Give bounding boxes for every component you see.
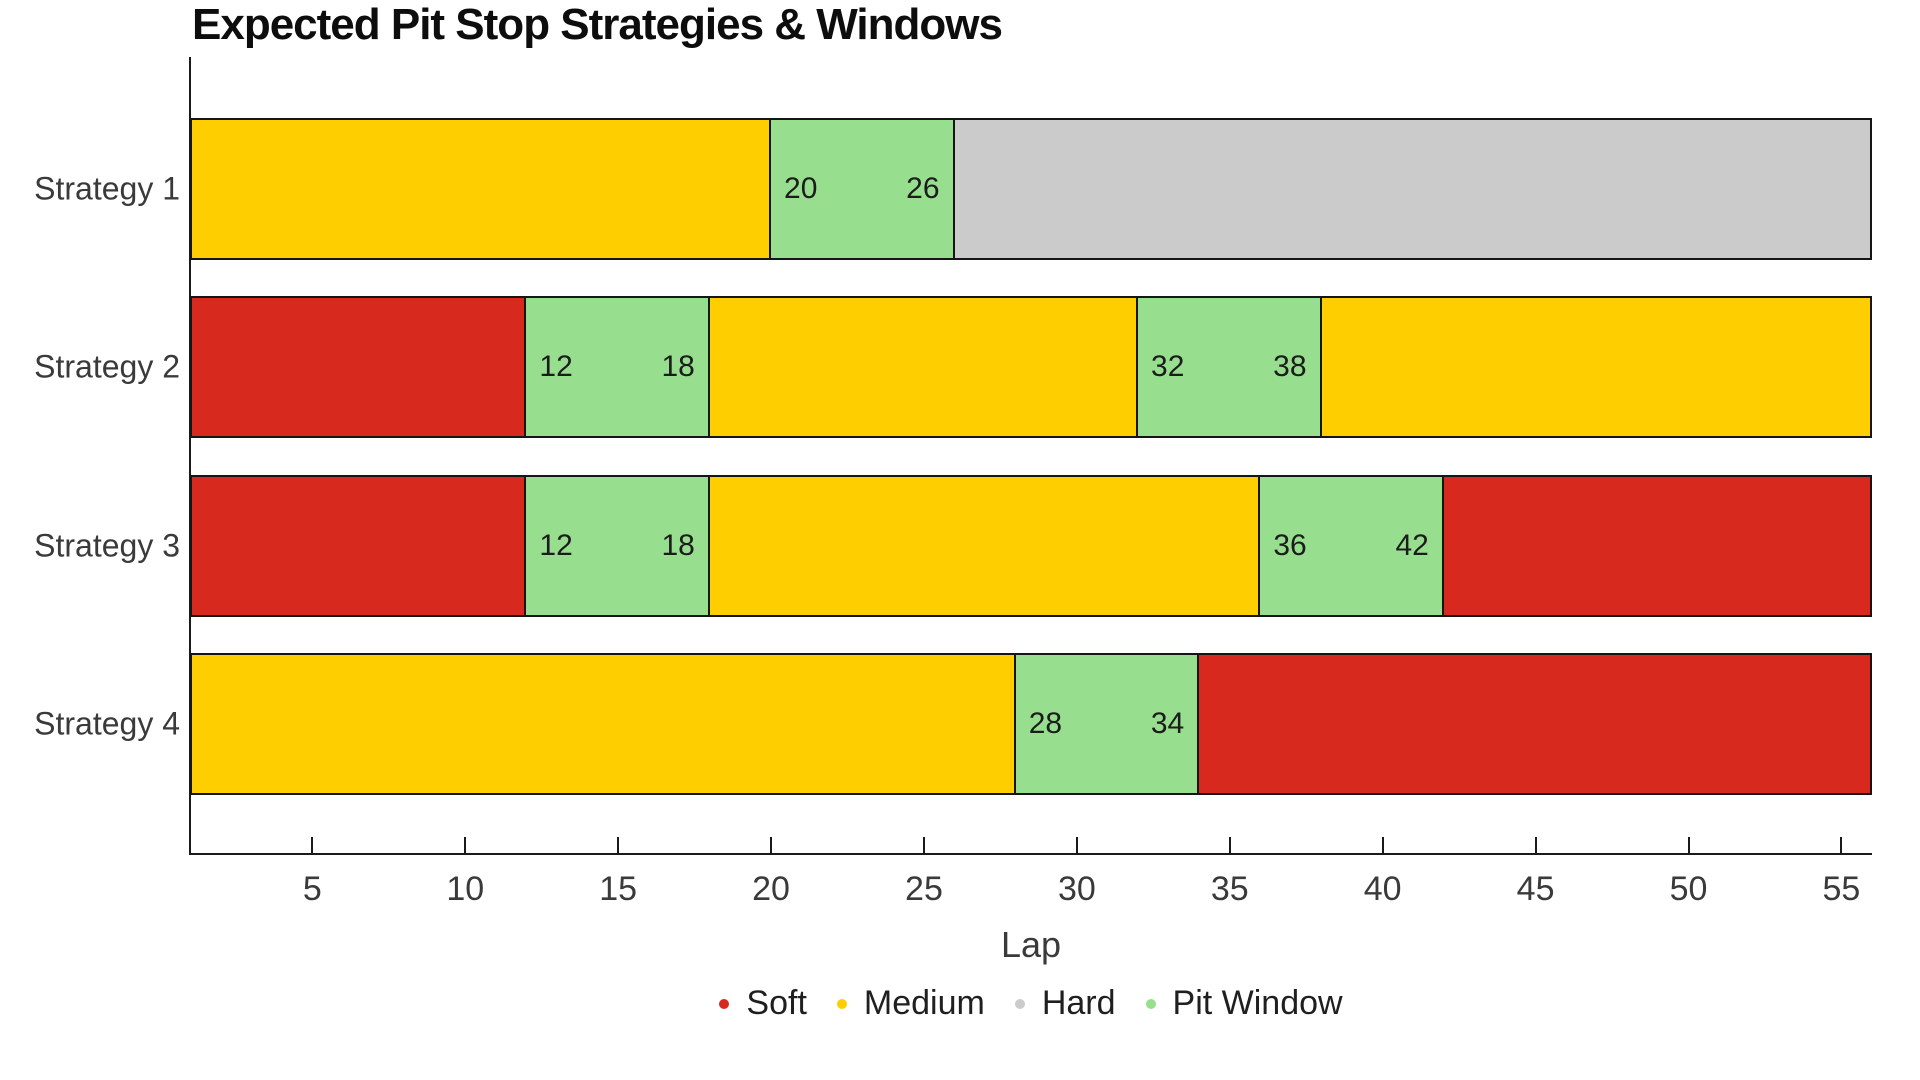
bar-segment-pit-window: 12 18 — [526, 474, 710, 617]
pit-window-end-label: 18 — [661, 350, 695, 384]
pit-window-end-label: 42 — [1395, 528, 1429, 562]
legend-item: Hard — [1014, 984, 1116, 1023]
strategy-row-label: Strategy 3 — [34, 527, 180, 564]
bar-segment-soft — [1199, 653, 1872, 796]
pit-window-start-label: 36 — [1273, 528, 1307, 562]
bar-segment-pit-window: 36 42 — [1260, 474, 1444, 617]
pit-window-end-label: 34 — [1150, 707, 1185, 741]
pit-window-end-label: 38 — [1273, 350, 1307, 384]
y-axis-line — [189, 57, 191, 855]
x-tick — [617, 837, 620, 853]
strategy-row-label: Strategy 4 — [34, 705, 180, 742]
x-tick — [464, 837, 467, 853]
pit-window-end-label: 26 — [906, 172, 940, 205]
bar-segment-soft — [1443, 474, 1872, 617]
x-tick-label: 40 — [1363, 870, 1402, 908]
x-tick — [1687, 837, 1690, 853]
x-tick-label: 35 — [1210, 870, 1249, 908]
legend-marker-soft-icon — [719, 998, 730, 1009]
pit-window-start-label: 32 — [1151, 350, 1185, 384]
x-tick — [922, 837, 925, 853]
bar-segment-medium — [190, 118, 772, 260]
pit-window-start-label: 20 — [784, 172, 818, 205]
chart-title: Expected Pit Stop Strategies & Windows — [192, 0, 1003, 49]
x-tick-label: 10 — [446, 870, 485, 908]
x-tick-label: 50 — [1669, 870, 1708, 908]
bar-segment-medium — [709, 296, 1139, 439]
bar-segment-pit-window: 12 18 — [526, 296, 710, 439]
x-axis-title: Lap — [1000, 924, 1062, 965]
pit-window-start-label: 12 — [539, 350, 573, 384]
bar-segment-pit-window: 28 34 — [1015, 653, 1200, 796]
legend-item: Pit Window — [1145, 984, 1343, 1023]
legend-label: Pit Window — [1172, 984, 1343, 1022]
bar-segment-hard — [954, 118, 1872, 260]
legend-marker-medium-icon — [836, 998, 847, 1009]
x-tick-label: 20 — [752, 870, 790, 908]
bar-segment-soft — [190, 474, 527, 617]
x-tick — [1228, 837, 1231, 853]
x-tick — [770, 837, 773, 853]
x-tick-label: 30 — [1057, 870, 1096, 908]
bar-segment-medium — [1321, 296, 1872, 439]
x-tick-label: 25 — [905, 870, 943, 908]
x-tick — [1534, 837, 1537, 853]
bar-segment-medium — [709, 474, 1261, 617]
legend: Soft Medium Hard Pit Window — [190, 984, 1872, 1023]
pit-window-start-label: 12 — [539, 528, 573, 562]
bar-segment-pit-window: 20 26 — [771, 118, 955, 260]
x-axis-line — [189, 853, 1872, 855]
x-tick — [311, 837, 314, 853]
x-tick-label: 5 — [302, 870, 322, 908]
bar-segment-pit-window: 32 38 — [1138, 296, 1322, 439]
x-tick-label: 55 — [1822, 870, 1861, 908]
pit-window-end-label: 18 — [661, 528, 695, 562]
legend-marker-hard-icon — [1014, 998, 1025, 1009]
bar-segment-soft — [190, 296, 527, 439]
x-tick-label: 15 — [599, 870, 638, 908]
legend-item: Medium — [836, 984, 985, 1023]
bar-segment-medium — [190, 653, 1016, 796]
legend-label: Medium — [863, 984, 985, 1022]
x-tick-label: 45 — [1516, 870, 1555, 908]
legend-item: Soft — [719, 984, 807, 1023]
legend-marker-pit-window-icon — [1145, 998, 1156, 1009]
x-tick — [1840, 837, 1843, 853]
x-tick — [1075, 837, 1078, 853]
strategy-row-label: Strategy 1 — [34, 170, 180, 207]
pit-window-start-label: 28 — [1028, 707, 1063, 741]
strategy-row-label: Strategy 2 — [34, 348, 180, 385]
legend-label: Soft — [746, 984, 807, 1022]
legend-label: Hard — [1041, 984, 1116, 1022]
x-tick — [1381, 837, 1384, 853]
